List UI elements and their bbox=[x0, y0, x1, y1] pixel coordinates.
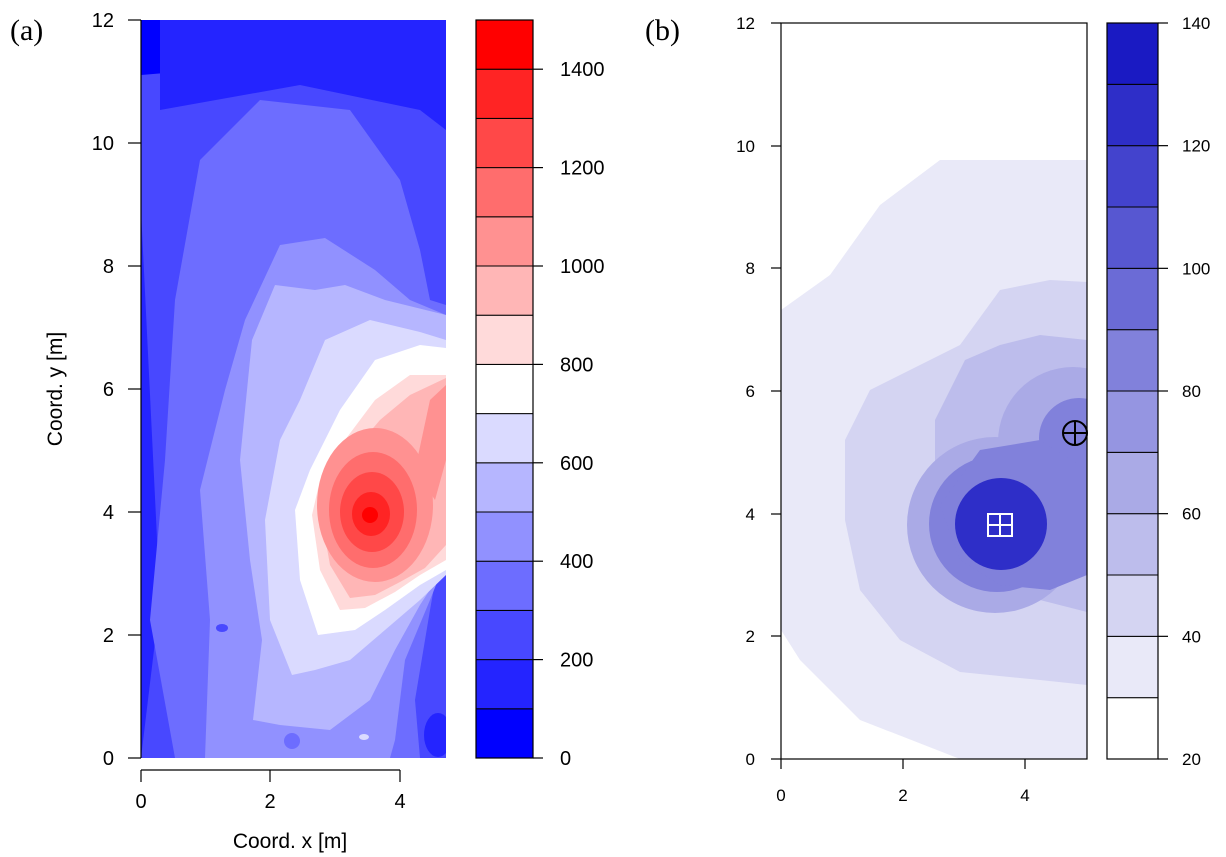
panel-b-axes: 0 2 4 6 8 10 12 0 2 4 bbox=[736, 14, 1088, 805]
panel-b-colorbar-swatch bbox=[1106, 697, 1159, 760]
panel-a-colorbar-tick-label: 1400 bbox=[560, 59, 605, 81]
panel-b-colorbar-swatch bbox=[1106, 83, 1159, 147]
panel-a-colorbar-tick-label: 1200 bbox=[560, 158, 605, 180]
panel-a-colorbar-frame bbox=[475, 19, 534, 759]
panel-b-colorbar-tick-label: 120 bbox=[1182, 137, 1210, 156]
panel-b-colorbar-swatch bbox=[1106, 267, 1159, 331]
panel-b-ytick-label: 0 bbox=[746, 750, 755, 769]
panel-b-plot-area bbox=[781, 23, 1087, 759]
panel-b-colorbar-swatch bbox=[1106, 390, 1159, 453]
panel-a-colorbar-swatch bbox=[475, 265, 534, 316]
panel-a-axes: 0 2 4 6 8 10 12 0 2 4 Coord. x [m] Coord… bbox=[44, 10, 406, 853]
panel-b-ytick-label: 4 bbox=[746, 505, 755, 524]
panel-a-colorbar-tick-label: 600 bbox=[560, 453, 593, 475]
panel-b-colorbar-tick-label: 100 bbox=[1182, 259, 1210, 278]
panel-a-colorbar-swatch bbox=[475, 708, 534, 759]
panel-a-colorbar-tick-label: 200 bbox=[560, 650, 593, 672]
panel-a-colorbar-swatch bbox=[475, 659, 534, 710]
panel-a-xtick-label: 2 bbox=[264, 791, 275, 813]
panel-a-x-axis-label: Coord. x [m] bbox=[233, 830, 347, 853]
panel-a-colorbar-swatch bbox=[475, 314, 534, 365]
panel-a-label: (a) bbox=[10, 14, 43, 47]
panel-a-spot-1 bbox=[284, 733, 300, 749]
panel-b-colorbar-tick-label: 60 bbox=[1182, 505, 1201, 524]
panel-a-colorbar-swatch bbox=[475, 167, 534, 218]
panel-a-colorbar-swatch bbox=[475, 560, 534, 611]
panel-b-colorbar-swatch bbox=[1106, 635, 1159, 699]
panel-b-colorbar-swatch bbox=[1106, 145, 1159, 208]
panel-a-xtick-label: 0 bbox=[135, 791, 146, 813]
panel-b-colorbar-tick-label: 20 bbox=[1182, 750, 1201, 769]
panel-a-ytick-label: 4 bbox=[103, 502, 114, 524]
panel-b-colorbar-swatch bbox=[1106, 206, 1159, 269]
panel-a-colorbar-swatch bbox=[475, 363, 534, 415]
panel-b-colorbar-tick-label: 40 bbox=[1182, 627, 1201, 646]
panel-b-label: (b) bbox=[645, 14, 680, 47]
panel-a-plot-area bbox=[141, 20, 446, 758]
square-cross-marker bbox=[987, 513, 1013, 537]
panel-a-colorbar-swatch bbox=[475, 413, 534, 464]
panel-b-colorbar-swatch bbox=[1106, 513, 1159, 576]
panel-a-ytick-label: 8 bbox=[103, 256, 114, 278]
panel-a-colorbar-tick-label: 400 bbox=[560, 551, 593, 573]
panel-a-colorbar-swatch bbox=[475, 117, 534, 169]
panel-a-ytick-label: 6 bbox=[103, 379, 114, 401]
panel-a-spot-2 bbox=[216, 624, 228, 632]
panel-b-xtick-label: 2 bbox=[898, 786, 907, 805]
panel-a-ytick-label: 12 bbox=[92, 10, 114, 32]
panel-b-colorbar-swatch bbox=[1106, 451, 1159, 515]
panel-b-ytick-label: 12 bbox=[736, 14, 755, 33]
panel-a-spot-3 bbox=[359, 734, 369, 740]
panel-a-colorbar-swatch bbox=[475, 462, 534, 513]
panel-b-colorbar: 20 40 60 80 100 120 140 bbox=[1106, 14, 1210, 769]
panel-a-colorbar-swatch bbox=[475, 511, 534, 562]
panel-b-ytick-label: 2 bbox=[746, 627, 755, 646]
panel-a-peak bbox=[362, 507, 378, 523]
panel-a-y-axis-label: Coord. y [m] bbox=[44, 332, 67, 446]
panel-a-colorbar-swatch bbox=[475, 216, 534, 267]
panel-a-spot-4 bbox=[424, 713, 446, 757]
panel-b-colorbar-swatch bbox=[1106, 22, 1159, 85]
panel-b-ytick-label: 6 bbox=[746, 382, 755, 401]
panel-a-ytick-label: 10 bbox=[92, 133, 114, 155]
panel-b-xtick-label: 0 bbox=[776, 786, 785, 805]
panel-a-ytick-label: 2 bbox=[103, 625, 114, 647]
panel-a-colorbar-tick-label: 0 bbox=[560, 748, 571, 770]
panel-a-colorbar-tick-label: 800 bbox=[560, 354, 593, 376]
panel-a-xtick-label: 4 bbox=[394, 791, 405, 813]
circle-cross-marker bbox=[1062, 420, 1088, 446]
panel-a-colorbar-tick-label: 1000 bbox=[560, 256, 605, 278]
panel-a-colorbar-swatch bbox=[475, 19, 534, 70]
panel-a-colorbar: 0 200 400 600 800 1000 1200 1400 bbox=[475, 19, 605, 770]
panel-a-colorbar-swatch bbox=[475, 68, 534, 119]
panel-a-band-100 bbox=[160, 20, 446, 130]
panel-a-colorbar-swatch bbox=[475, 609, 534, 661]
panel-b-colorbar-tick-label: 80 bbox=[1182, 382, 1201, 401]
panel-b-ytick-label: 8 bbox=[746, 259, 755, 278]
panel-b-colorbar-swatch bbox=[1106, 329, 1159, 392]
panel-b-ytick-label: 10 bbox=[736, 137, 755, 156]
panel-b-colorbar-swatch bbox=[1106, 574, 1159, 637]
panel-b-xtick-label: 4 bbox=[1020, 786, 1029, 805]
panel-a-band-1000-ridge bbox=[415, 385, 446, 500]
panel-b-colorbar-tick-label: 140 bbox=[1182, 14, 1210, 33]
panel-a-ytick-label: 0 bbox=[103, 748, 114, 770]
